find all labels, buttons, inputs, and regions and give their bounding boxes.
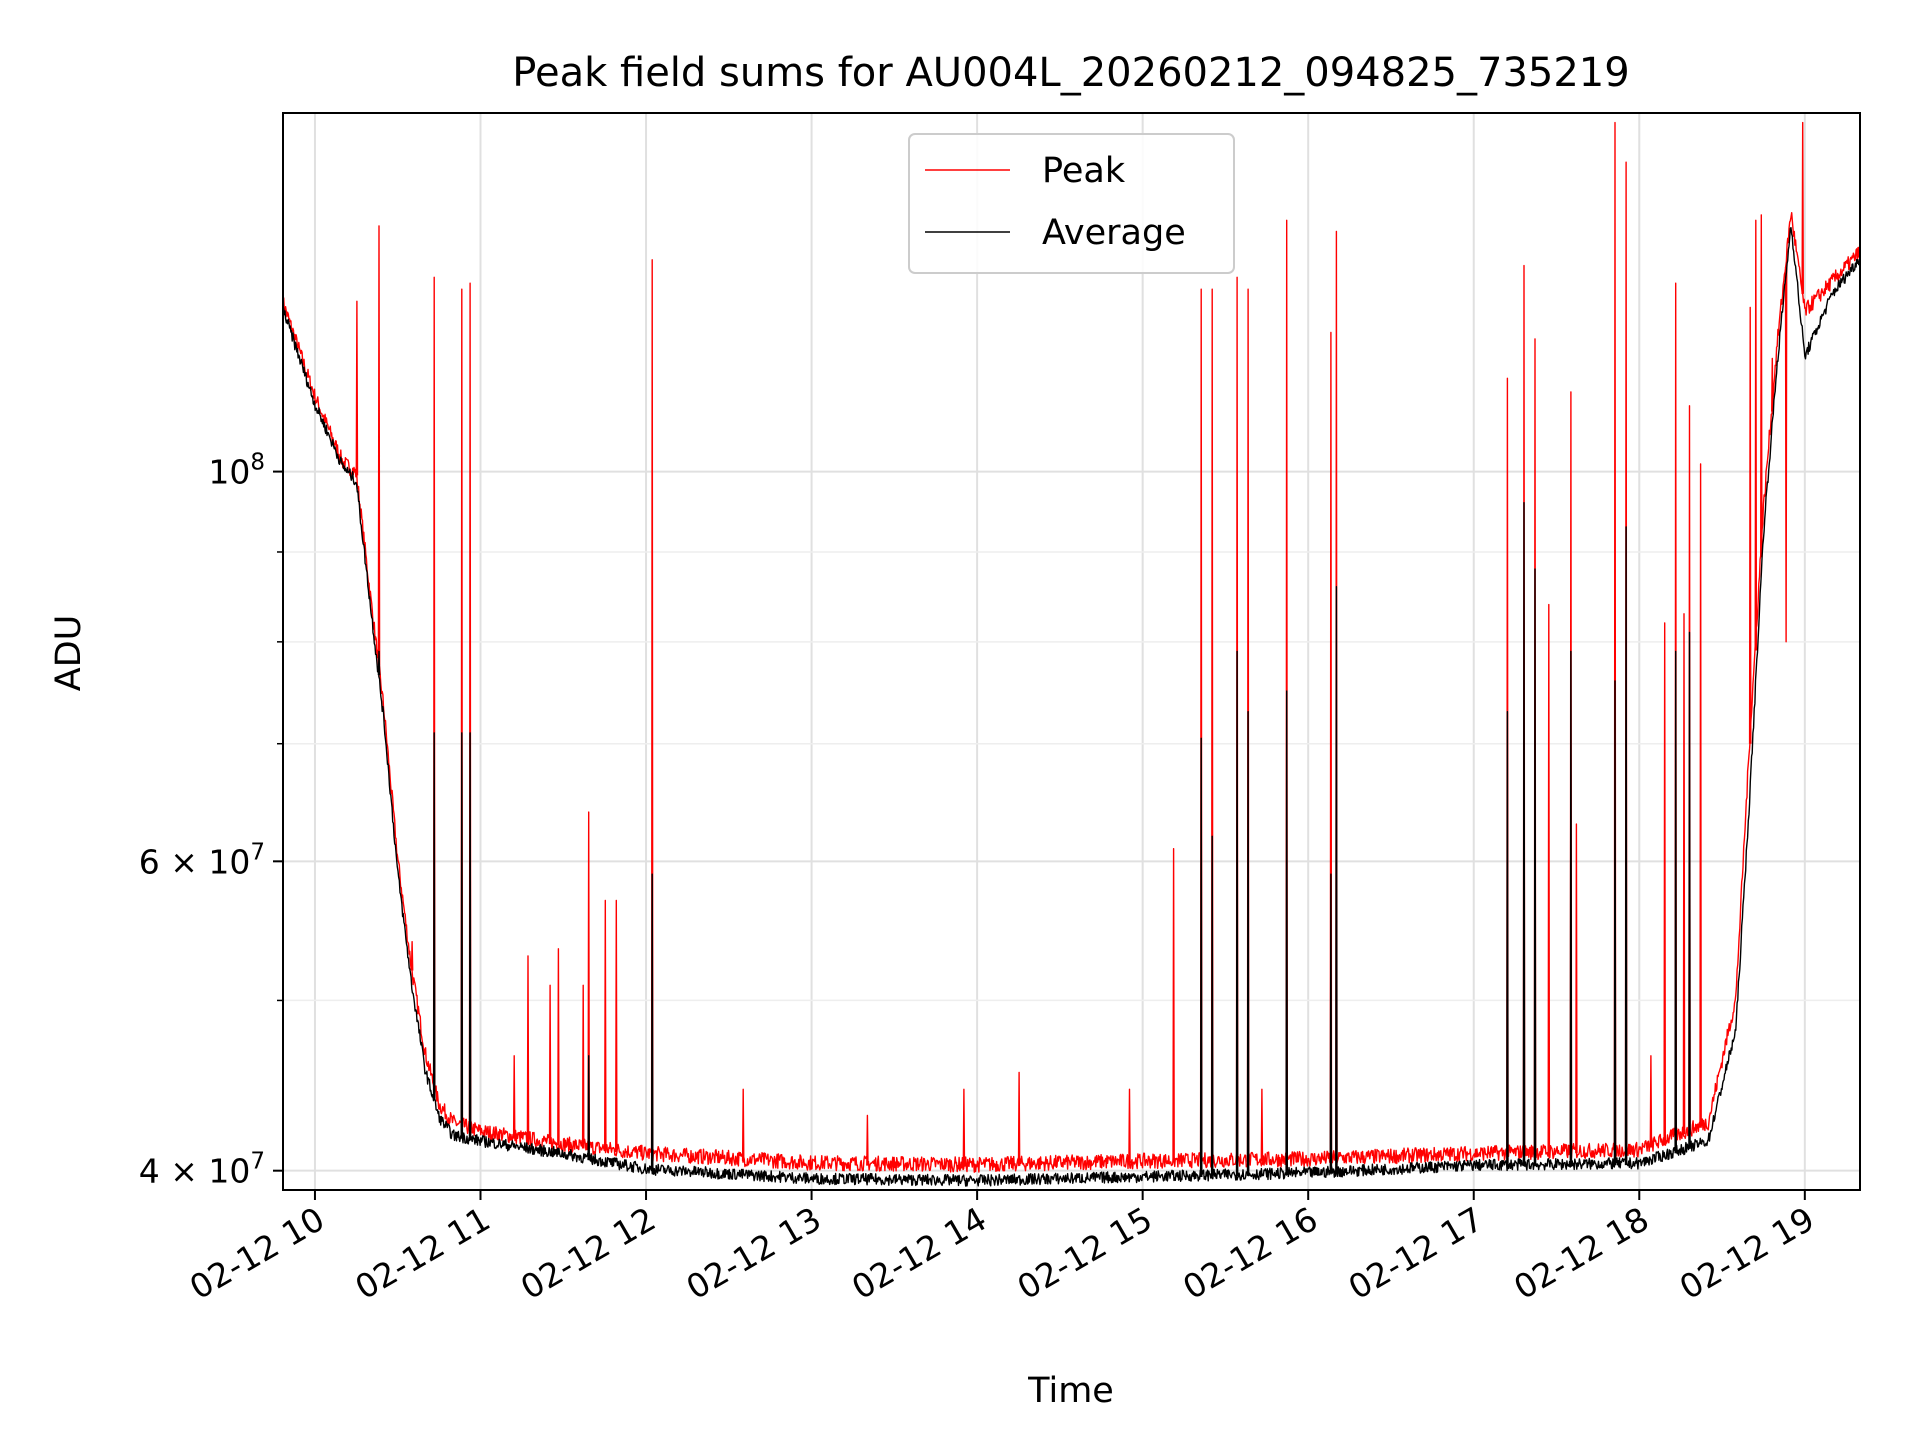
chart-title: Peak field sums for AU004L_20260212_0948… <box>512 50 1629 96</box>
series-line-average <box>283 227 1860 1187</box>
legend-box <box>908 133 1235 274</box>
y-axis-label: ADU <box>49 615 89 692</box>
series-line-peak <box>283 121 1860 1173</box>
legend-average-label: Average <box>1042 213 1186 253</box>
grid <box>283 113 1860 1190</box>
legend-peak-label: Peak <box>1042 151 1126 191</box>
y-tick-label: 6 × 107 <box>139 839 265 881</box>
y-axis: 4 × 107 6 × 107 108 <box>139 450 283 1191</box>
x-axis-label: Time <box>1027 1371 1114 1411</box>
plot-frame <box>282 112 1861 1191</box>
y-tick-label: 4 × 107 <box>139 1149 265 1191</box>
legend: Peak Average <box>908 133 1235 274</box>
y-tick-label: 108 <box>208 450 265 492</box>
plot-area <box>283 121 1860 1187</box>
